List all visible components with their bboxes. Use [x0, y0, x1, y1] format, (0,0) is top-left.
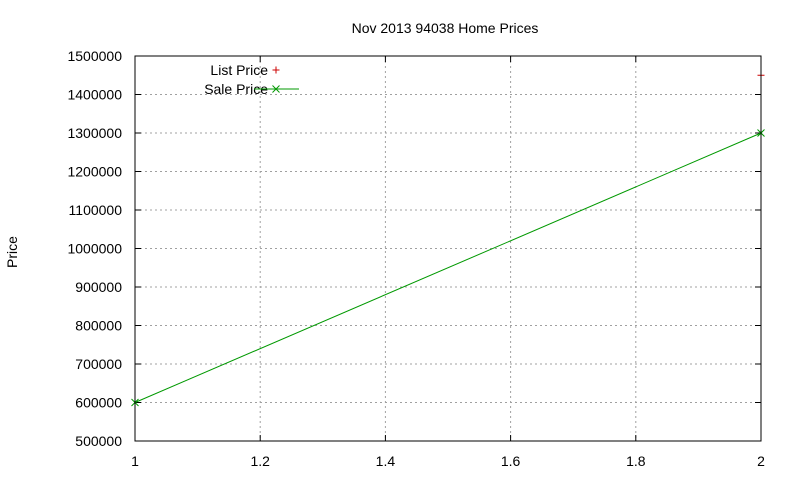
y-tick-label: 700000	[75, 356, 122, 372]
y-tick-label: 1100000	[69, 202, 123, 218]
y-tick-label: 600000	[75, 395, 122, 411]
series-layer	[131, 71, 765, 407]
x-tick-label: 1.4	[376, 453, 396, 469]
legend-label-sale-price: Sale Price	[204, 81, 268, 97]
y-tick-labels: 500000 600000 700000 800000 900000 1000000 110…	[67, 48, 122, 449]
y-axis-label: Price	[4, 236, 20, 268]
x-tick-label: 2	[757, 453, 765, 469]
y-tick-label: 1200000	[67, 164, 122, 180]
axis-ticks	[134, 55, 762, 442]
plot-frame	[134, 55, 762, 442]
y-tick-label: 1500000	[67, 48, 122, 64]
y-tick-label: 1400000	[67, 87, 122, 103]
legend-marker-list-price	[272, 66, 280, 74]
y-tick-label: 500000	[75, 433, 122, 449]
x-tick-labels: 1 1.2 1.4 1.6 1.8 2	[131, 453, 765, 469]
series-sale-price	[131, 129, 765, 407]
x-tick-label: 1.6	[501, 453, 521, 469]
x-tick-label: 1.8	[626, 453, 646, 469]
legend-label-list-price: List Price	[210, 62, 268, 78]
sale-price-line	[134, 132, 762, 403]
x-tick-label: 1	[131, 453, 139, 469]
y-tick-label: 1000000	[67, 241, 122, 257]
y-tick-label: 1300000	[67, 125, 122, 141]
chart-title: Nov 2013 94038 Home Prices	[352, 20, 539, 36]
y-tick-label: 800000	[75, 318, 122, 334]
legend: List Price Sale Price	[204, 62, 299, 97]
y-tick-label: 900000	[75, 279, 122, 295]
grid-lines	[135, 56, 761, 441]
legend-marker-sale-price	[272, 85, 280, 93]
x-tick-label: 1.2	[250, 453, 270, 469]
marker-stroke	[272, 85, 280, 93]
